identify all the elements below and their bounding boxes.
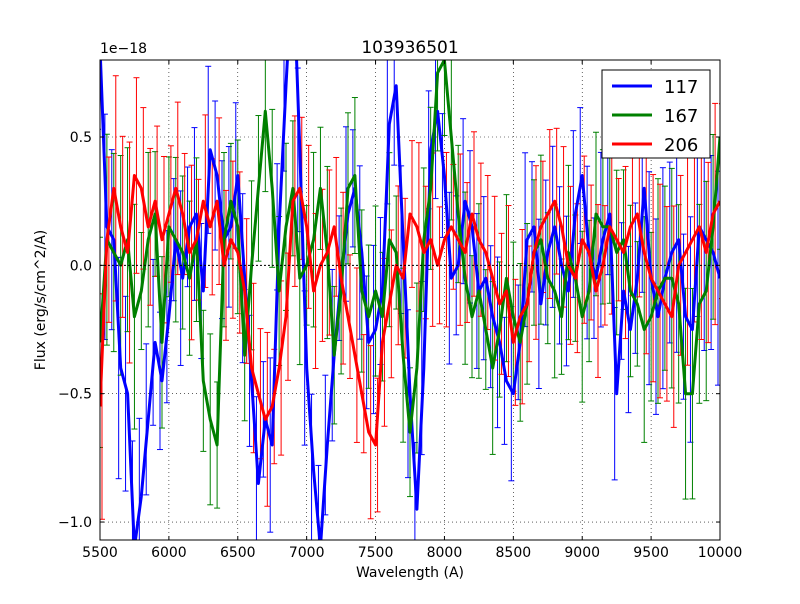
series-line-117 xyxy=(100,60,720,540)
x-tick-label: 8500 xyxy=(496,545,532,561)
x-tick-label: 7000 xyxy=(289,545,325,561)
y-tick-label: −0.5 xyxy=(58,387,92,403)
x-tick-label: 9000 xyxy=(564,545,600,561)
y-tick-label: 0.5 xyxy=(70,130,92,146)
x-tick-label: 10000 xyxy=(698,545,743,561)
legend-label-117: 117 xyxy=(664,77,698,98)
ticks: 5500 6000 6500 7000 7500 8000 8500 9000 9500 1000… xyxy=(58,60,742,561)
legend-label-167: 167 xyxy=(664,106,698,127)
x-axis-label: Wavelength (A) xyxy=(356,565,464,581)
series-line-206 xyxy=(100,174,720,447)
y-tick-label: 0.0 xyxy=(70,258,92,274)
plot-frame xyxy=(99,59,721,541)
legend: 117 167 206 xyxy=(601,69,711,159)
series-line-167 xyxy=(100,60,720,447)
x-tick-label: 6000 xyxy=(151,545,187,561)
x-tick-label: 8000 xyxy=(427,545,463,561)
x-tick-label: 7500 xyxy=(358,545,394,561)
error-bars xyxy=(100,60,720,540)
x-tick-label: 6500 xyxy=(220,545,256,561)
chart-title: 103936501 xyxy=(361,38,458,58)
x-tick-label: 9500 xyxy=(633,545,669,561)
legend-label-206: 206 xyxy=(664,135,698,156)
series-lines xyxy=(100,60,720,540)
x-tick-label: 5500 xyxy=(82,545,118,561)
y-scale-label: 1e−18 xyxy=(100,41,147,57)
y-tick-label: −1.0 xyxy=(58,515,92,531)
y-axis-label: Flux (erg/s/cm^2/A) xyxy=(33,230,49,370)
